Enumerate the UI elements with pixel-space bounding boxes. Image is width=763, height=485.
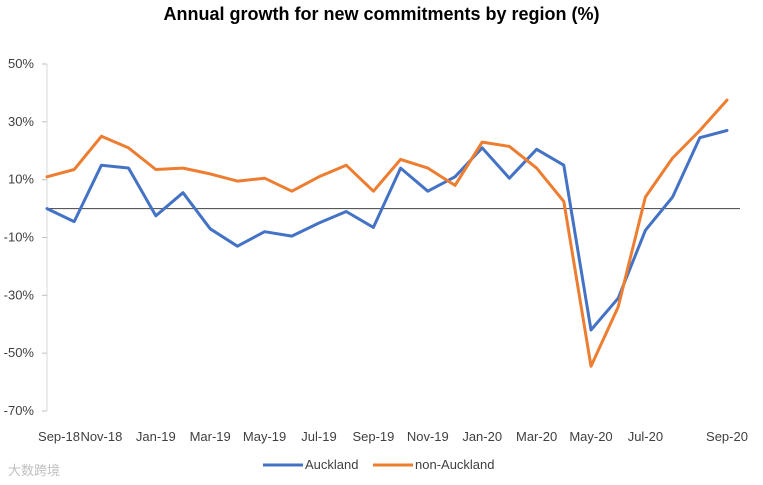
x-tick-label: Sep-18 [38,429,80,444]
series-layer [45,98,729,368]
x-tick-label: Jul-19 [301,429,336,444]
series-line-non-auckland [45,98,729,368]
y-tick-label: 50% [8,56,34,71]
x-tick-label: Nov-18 [80,429,122,444]
x-tick-label: Nov-19 [407,429,449,444]
x-tick-label: Sep-19 [352,429,394,444]
x-tick-label: Jul-20 [628,429,663,444]
x-tick-label: Mar-19 [190,429,231,444]
y-tick-label: -50% [4,345,35,360]
y-tick-label: -10% [4,230,35,245]
legend-label-non-auckland: non-Auckland [415,457,495,472]
x-tick-label: Sep-20 [706,429,748,444]
x-tick-label: May-19 [243,429,286,444]
y-tick-label: 10% [8,172,34,187]
x-tick-label: Jan-19 [136,429,176,444]
series-line-auckland [45,129,729,332]
x-tick-label: May-20 [569,429,612,444]
legend: Auckland non-Auckland [263,457,495,472]
y-tick-label: -70% [4,403,35,418]
watermark-text: 大数跨境 [8,463,61,478]
y-tick-label: 30% [8,114,34,129]
x-tick-label: Jan-20 [462,429,502,444]
axis-layer: 50% 30% 10% -10% -30% -50% -70%Sep-18 Nov-18 Jan… [4,56,748,444]
x-tick-label: Mar-20 [516,429,557,444]
y-tick-label: -30% [4,287,35,302]
chart-title: Annual growth for new commitments by reg… [163,4,600,24]
legend-label-auckland: Auckland [305,457,358,472]
